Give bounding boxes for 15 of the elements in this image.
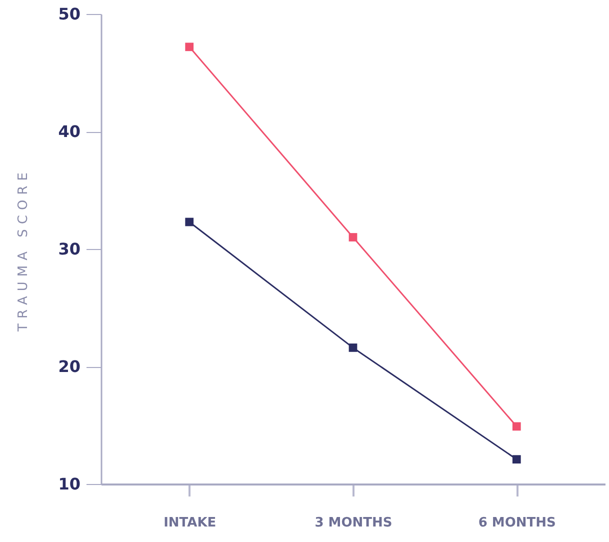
x-tick-label: 3 MONTHS	[314, 516, 392, 530]
point	[185, 42, 194, 52]
y-tick-label: 20	[58, 357, 80, 376]
point	[348, 344, 358, 352]
point	[512, 455, 521, 464]
point	[512, 422, 521, 431]
x-tick-label: INTAKE	[164, 516, 216, 530]
y-axis-title: TRAUMA SCORE	[16, 168, 32, 332]
point	[185, 218, 194, 226]
y-tick-label: 50	[58, 4, 80, 24]
point	[348, 233, 358, 242]
x-tick-label: 6 MONTHS	[478, 516, 556, 530]
y-tick-label: 40	[58, 122, 80, 141]
y-tick-label: 30	[58, 240, 80, 258]
y-tick-label: 10	[58, 474, 80, 494]
